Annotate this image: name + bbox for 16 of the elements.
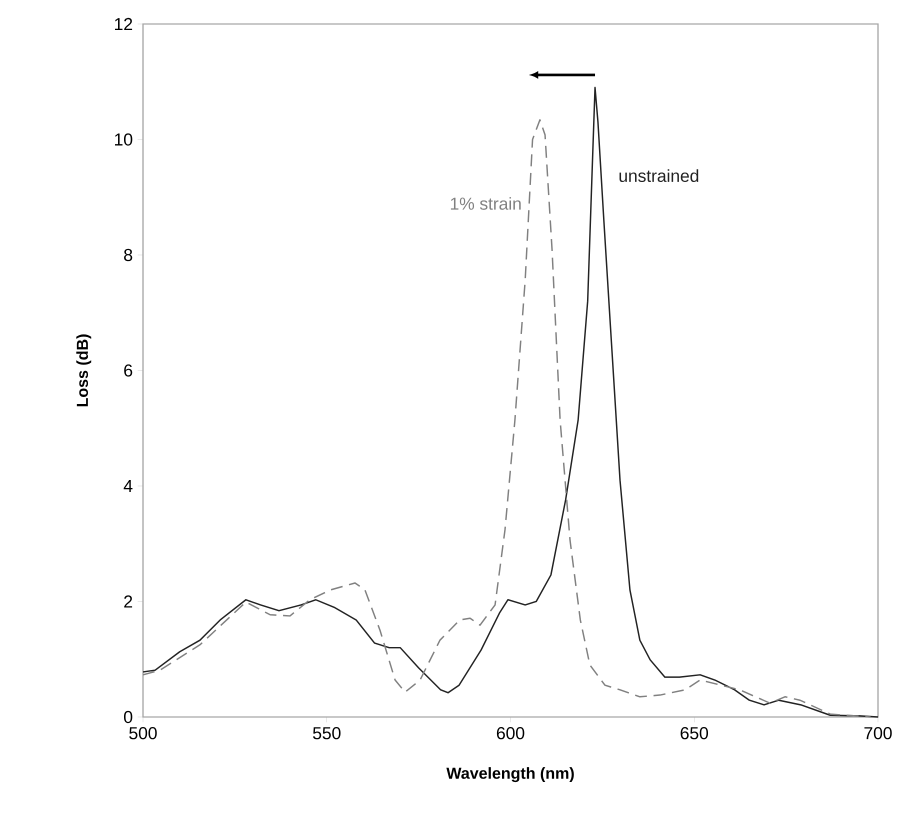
y-tick-label: 4 bbox=[124, 480, 132, 492]
x-tick-label: 550 bbox=[312, 727, 341, 740]
y-axis-title: Loss (dB) bbox=[76, 334, 92, 406]
x-tick-label: 600 bbox=[496, 727, 524, 740]
y-tick-label: 10 bbox=[114, 133, 132, 146]
y-tick-label: 6 bbox=[124, 364, 132, 377]
y-tick-label: 0 bbox=[124, 710, 132, 724]
x-tick-label: 500 bbox=[129, 727, 157, 740]
y-tick-label: 12 bbox=[114, 18, 132, 30]
x-tick-label: 700 bbox=[864, 727, 892, 740]
y-tick-label: 2 bbox=[124, 595, 132, 608]
x-axis-title: Wavelength (nm) bbox=[446, 767, 574, 782]
y-tick-label: 8 bbox=[124, 248, 132, 262]
series-label: 1% strain bbox=[450, 197, 521, 210]
series-label: unstrained bbox=[620, 169, 698, 182]
x-tick-label: 650 bbox=[680, 727, 708, 740]
